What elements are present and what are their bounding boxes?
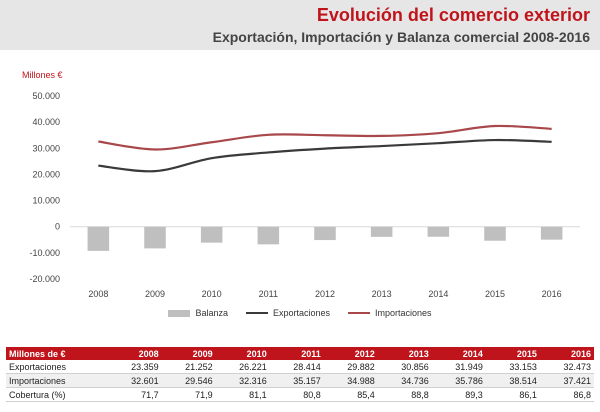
table-header-cell: 2014 — [431, 347, 486, 360]
x-tick-label: 2015 — [485, 289, 505, 299]
table-cell: 32.601 — [107, 373, 162, 388]
y-tick-label: 30.000 — [32, 143, 60, 153]
table-row-importaciones: Importaciones 32.601 29.546 32.316 35.15… — [6, 373, 594, 388]
bar-balanza-2013 — [370, 226, 393, 237]
table-cell: 31.949 — [431, 360, 486, 374]
x-tick-label: 2012 — [315, 289, 335, 299]
line-importaciones — [98, 124, 552, 151]
y-tick-label: -20.000 — [29, 274, 60, 284]
table-header-cell: 2015 — [485, 347, 540, 360]
table-header-cell: 2009 — [161, 347, 216, 360]
table-header-cell: 2010 — [215, 347, 270, 360]
table-cell: 35.786 — [431, 373, 486, 388]
table-cell: 71,7 — [107, 387, 162, 402]
table-cell: Cobertura (%) — [6, 387, 108, 402]
table-header-row: Millones de € 2008 2009 2010 2011 2012 2… — [6, 347, 594, 360]
x-tick-label: 2016 — [542, 289, 562, 299]
table-cell: Importaciones — [6, 373, 108, 388]
table-header-cell: 2013 — [377, 347, 432, 360]
y-axis-unit-label: Millones € — [22, 70, 63, 80]
table-cell: 32.316 — [215, 373, 270, 388]
table-cell: 23.359 — [107, 360, 162, 374]
x-tick-label: 2008 — [88, 289, 108, 299]
table-cell: 30.856 — [377, 360, 432, 374]
table-header-cell: 2016 — [539, 347, 594, 360]
table-cell: 34.736 — [377, 373, 432, 388]
table-cell: 80,8 — [269, 387, 324, 402]
table-row-exportaciones: Exportaciones 23.359 21.252 26.221 28.41… — [6, 360, 594, 374]
bar-balanza-2009 — [144, 226, 166, 249]
legend-item-balanza: Balanza — [168, 308, 228, 318]
data-table: Millones de € 2008 2009 2010 2011 2012 2… — [6, 347, 594, 402]
bar-balanza-2010 — [200, 226, 223, 243]
header-band: Evolución del comercio exterior Exportac… — [0, 0, 600, 50]
table-cell: 33.153 — [485, 360, 540, 374]
table-cell: 29.882 — [323, 360, 378, 374]
table-cell: 86,8 — [539, 387, 594, 402]
x-tick-label: 2013 — [372, 289, 392, 299]
y-tick-label: 50.000 — [32, 91, 60, 101]
table-cell: 81,1 — [215, 387, 270, 402]
table-cell: 35.157 — [269, 373, 324, 388]
legend-item-exportaciones: Exportaciones — [245, 308, 331, 318]
y-tick-label: -10.000 — [29, 248, 60, 258]
x-tick-label: 2010 — [202, 289, 222, 299]
table-header-cell: Millones de € — [6, 347, 108, 360]
x-tick-label: 2011 — [259, 289, 278, 299]
table-cell: 71,9 — [161, 387, 216, 402]
legend-label-exportaciones: Exportaciones — [272, 308, 331, 318]
table-cell: 37.421 — [539, 373, 594, 388]
y-tick-label: 0 — [55, 222, 60, 232]
legend-label-balanza: Balanza — [195, 308, 228, 318]
bar-balanza-2008 — [87, 226, 110, 251]
table-cell: 32.473 — [539, 360, 594, 374]
legend-label-importaciones: Importaciones — [375, 308, 432, 318]
table-header-cell: 2012 — [323, 347, 378, 360]
bar-balanza-2014 — [427, 226, 450, 237]
table-cell: 21.252 — [161, 360, 216, 374]
table-header-cell: 2008 — [107, 347, 162, 360]
bar-balanza-2011 — [257, 226, 280, 245]
table-cell: Exportaciones — [6, 360, 108, 374]
y-tick-label: 20.000 — [32, 169, 60, 179]
bar-balanza-2016 — [540, 226, 563, 240]
table-cell: 29.546 — [161, 373, 216, 388]
bar-balanza-2015 — [484, 226, 506, 241]
page-title: Evolución del comercio exterior — [316, 5, 590, 25]
table-cell: 85,4 — [323, 387, 378, 402]
page-subtitle: Exportación, Importación y Balanza comer… — [212, 29, 590, 45]
legend-item-importaciones: Importaciones — [348, 308, 432, 318]
x-tick-label: 2014 — [428, 289, 448, 299]
line-exportaciones — [98, 138, 552, 173]
table-cell: 89,3 — [431, 387, 486, 402]
legend-swatch-exportaciones — [245, 312, 268, 314]
table-header-cell: 2011 — [269, 347, 324, 360]
table-cell: 26.221 — [215, 360, 270, 374]
table-cell: 88,8 — [377, 387, 432, 402]
table-cell: 28.414 — [269, 360, 324, 374]
table-cell: 38.514 — [485, 373, 540, 388]
chart-legend: Balanza Exportaciones Importaciones — [0, 306, 600, 320]
legend-swatch-importaciones — [348, 312, 371, 314]
legend-swatch-balanza — [168, 309, 191, 317]
table-cell: 86,1 — [485, 387, 540, 402]
y-tick-label: 10.000 — [32, 196, 60, 206]
table-row-cobertura: Cobertura (%) 71,7 71,9 81,1 80,8 85,4 8… — [6, 387, 594, 402]
y-tick-label: 40.000 — [32, 117, 60, 127]
bar-balanza-2012 — [314, 226, 336, 241]
table-cell: 34.988 — [323, 373, 378, 388]
x-tick-label: 2009 — [145, 289, 165, 299]
